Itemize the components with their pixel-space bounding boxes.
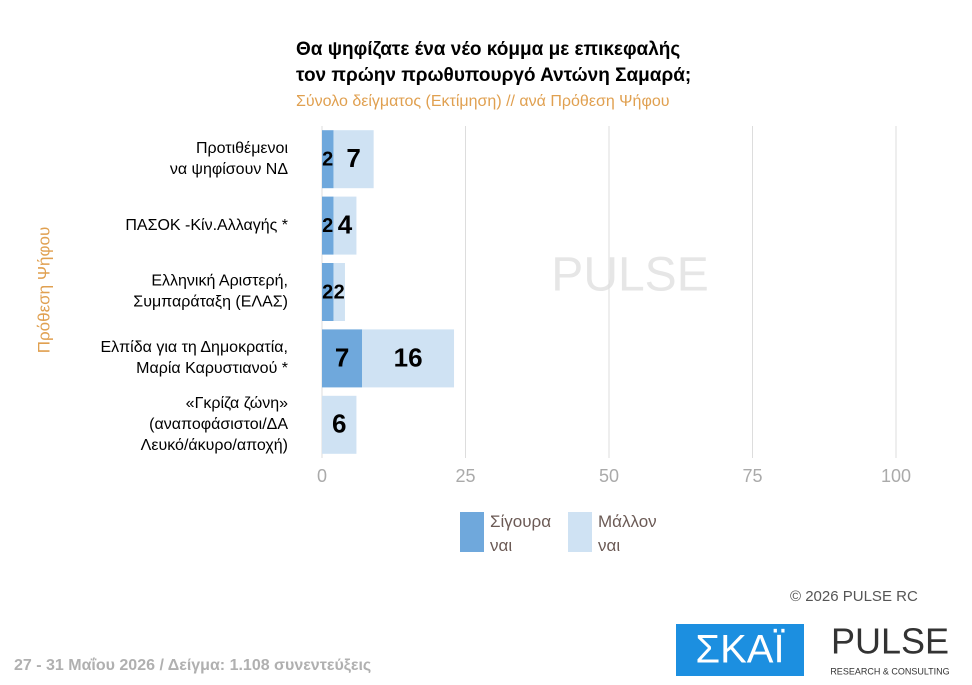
watermark: PULSE: [551, 249, 708, 302]
y-axis-label: Πρόθεση Ψήφου: [34, 227, 53, 354]
bar: [322, 263, 334, 321]
copyright: © 2026 PULSE RC: [790, 588, 918, 605]
category-label: Λευκό/άκυρο/αποχή): [141, 437, 288, 454]
legend-label: Μάλλον ναι: [598, 512, 657, 555]
title: τον πρώην πρωθυπουργό Αντώνη Σαμαρά;: [296, 65, 691, 86]
data-label: 2: [334, 281, 345, 303]
bar: [322, 395, 357, 454]
bar: [362, 329, 455, 388]
x-tick-label: 50: [599, 466, 619, 486]
subtitle: Σύνολο δείγματος (Εκτίμηση) // ανά Πρόθε…: [296, 93, 669, 110]
pulse-tagline: RESEARCH & CONSULTING: [830, 666, 949, 676]
category-label: Ελληνική Αριστερή,: [151, 273, 288, 290]
category-label: Συμπαράταξη (ΕΛΑΣ): [133, 294, 288, 311]
data-label: 7: [346, 143, 360, 173]
x-tick-label: 0: [317, 466, 327, 486]
bar: [322, 130, 334, 189]
x-tick-label: 25: [455, 466, 475, 486]
data-label: 2: [322, 215, 333, 237]
category-label: Μαρία Καρυστιανού *: [136, 360, 288, 377]
data-label: 16: [394, 342, 423, 372]
legend-label: Σίγουρα ναι: [490, 512, 552, 555]
pulse-logo: PULSE: [831, 621, 949, 662]
skai-logo: ΣΚΑΪ: [695, 628, 785, 672]
bar: [333, 130, 374, 189]
data-label: 2: [322, 148, 333, 170]
category-label: (αναποφάσιστοι/ΔΑ: [149, 416, 288, 433]
category-label: να ψηφίσουν ΝΔ: [170, 161, 288, 178]
bar: [322, 196, 334, 255]
x-tick-label: 75: [742, 466, 762, 486]
legend-swatch: [460, 512, 484, 552]
data-label: 4: [338, 209, 353, 239]
category-label: «Γκρίζα ζώνη»: [186, 395, 288, 412]
legend-swatch: [568, 512, 592, 552]
data-label: 2: [322, 281, 333, 303]
bar: [322, 329, 363, 388]
x-tick-label: 100: [881, 466, 911, 486]
title: Θα ψηφίζατε ένα νέο κόμμα με επικεφαλής: [296, 39, 680, 60]
category-label: Προτιθέμενοι: [196, 140, 288, 157]
bar: [333, 263, 345, 321]
category-label: Ελπίδα για τη Δημοκρατία,: [100, 339, 288, 356]
data-label: 7: [335, 342, 349, 372]
category-label: ΠΑΣΟΚ -Κίν.Αλλαγής *: [125, 217, 288, 234]
bar: [333, 196, 357, 255]
skai-logo-bg: [676, 624, 804, 676]
footer: 27 - 31 Μαΐου 2026 / Δείγμα: 1.108 συνεν…: [14, 657, 371, 674]
data-label: 6: [332, 409, 346, 439]
